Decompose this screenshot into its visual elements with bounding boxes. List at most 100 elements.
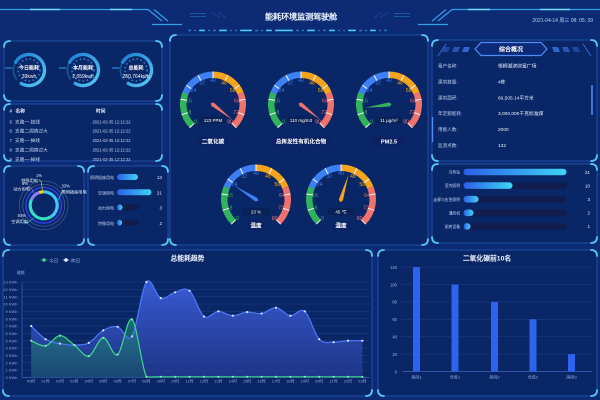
- svg-text:20时: 20时: [315, 377, 323, 383]
- svg-text:9 KWh: 9 KWh: [5, 309, 17, 314]
- svg-text:32: 32: [326, 174, 332, 180]
- svg-text:40: 40: [392, 335, 397, 340]
- svg-text:走廊与应急照明: 走廊与应急照明: [433, 197, 460, 202]
- svg-text:32: 32: [375, 81, 381, 87]
- svg-text:80: 80: [357, 216, 363, 222]
- svg-text:名称: 名称: [16, 108, 26, 115]
- svg-text:0: 0: [236, 216, 239, 222]
- svg-text:40: 40: [386, 78, 392, 84]
- svg-text:总能耗趋势: 总能耗趋势: [171, 254, 205, 263]
- svg-text:2021-04-14 周三 08: 05: 39: 2021-04-14 周三 08: 05: 39: [532, 18, 593, 24]
- svg-text:2021-02-35 12:12:22: 2021-02-35 12:12:22: [93, 119, 132, 124]
- svg-text:13 KWh: 13 KWh: [3, 280, 17, 285]
- svg-text:2021-02-35 12:12:22: 2021-02-35 12:12:22: [93, 148, 132, 153]
- svg-text:60: 60: [392, 317, 397, 322]
- svg-text:16: 16: [312, 193, 318, 199]
- svg-text:PM2.5: PM2.5: [381, 139, 397, 145]
- svg-text:8: 8: [10, 148, 13, 153]
- svg-text:11 μg/m³: 11 μg/m³: [380, 118, 398, 123]
- svg-text:260,764kwh: 260,764kwh: [123, 74, 150, 80]
- svg-text:3,000,000千克标准煤: 3,000,000千克标准煤: [498, 110, 544, 117]
- svg-text:07时: 07时: [128, 377, 136, 383]
- svg-text:4栋: 4栋: [498, 78, 506, 85]
- svg-text:1%: 1%: [36, 173, 42, 178]
- svg-text:24: 24: [190, 88, 196, 94]
- svg-text:支路一-掉线: 支路一-掉线: [15, 137, 40, 144]
- svg-text:72: 72: [363, 205, 369, 211]
- svg-text:5: 5: [10, 119, 13, 124]
- svg-text:仓库1: 仓库1: [450, 374, 461, 380]
- svg-text:72: 72: [321, 110, 327, 116]
- svg-text:3: 3: [587, 197, 590, 202]
- svg-text:48: 48: [221, 81, 227, 87]
- svg-text:房间3: 房间3: [566, 374, 577, 380]
- svg-text:总挥发性有机化合物: 总挥发性有机化合物: [276, 137, 327, 145]
- svg-text:33%: 33%: [62, 184, 71, 189]
- svg-text:14时: 14时: [229, 377, 237, 383]
- svg-text:支路一-掉线: 支路一-掉线: [15, 118, 40, 125]
- svg-text:24: 24: [232, 182, 238, 188]
- svg-text:48: 48: [350, 174, 356, 180]
- svg-text:通风机: 通风机: [449, 210, 461, 215]
- svg-text:120: 120: [390, 265, 398, 270]
- svg-text:48: 48: [397, 81, 403, 87]
- svg-text:时间: 时间: [96, 108, 106, 115]
- svg-text:1: 1: [587, 224, 590, 229]
- svg-text:66,505.14平方米: 66,505.14平方米: [498, 94, 534, 101]
- svg-text:0: 0: [321, 216, 324, 222]
- svg-text:1 KWh: 1 KWh: [5, 368, 17, 373]
- svg-text:56: 56: [318, 88, 324, 94]
- svg-text:24: 24: [317, 182, 323, 188]
- svg-text:80: 80: [227, 120, 233, 126]
- svg-text:空调用电: 空调用电: [98, 189, 114, 195]
- svg-text:04时: 04时: [85, 377, 93, 383]
- svg-text:13时: 13时: [214, 377, 222, 383]
- svg-text:39kwh: 39kwh: [22, 74, 37, 80]
- svg-text:3 KWh: 3 KWh: [5, 353, 17, 358]
- svg-text:今日: 今日: [49, 257, 58, 264]
- svg-text:24: 24: [278, 88, 284, 94]
- svg-text:6: 6: [10, 129, 13, 134]
- svg-text:10 KWh: 10 KWh: [3, 302, 17, 307]
- svg-text:100: 100: [390, 282, 398, 287]
- svg-text:80: 80: [272, 216, 278, 222]
- svg-text:16: 16: [362, 99, 368, 105]
- svg-text:40: 40: [210, 78, 216, 84]
- svg-text:昨日: 昨日: [71, 257, 80, 264]
- svg-text:7: 7: [10, 138, 13, 143]
- svg-text:32: 32: [287, 81, 293, 87]
- svg-text:64: 64: [364, 193, 370, 199]
- svg-text:年定额能耗:: 年定额能耗:: [438, 110, 462, 117]
- svg-text:17时: 17时: [272, 377, 280, 383]
- svg-text:8: 8: [276, 110, 279, 116]
- svg-text:特殊用电: 特殊用电: [98, 220, 114, 226]
- svg-text:13: 13: [157, 175, 163, 180]
- svg-text:8: 8: [230, 205, 233, 211]
- svg-text:12 KWh: 12 KWh: [3, 287, 17, 292]
- svg-text:7 KWh: 7 KWh: [5, 324, 17, 329]
- svg-text:支路二阈值过大: 支路二阈值过大: [15, 128, 48, 135]
- svg-text:64: 64: [279, 193, 285, 199]
- svg-text:54%: 54%: [18, 213, 27, 218]
- svg-text:2: 2: [159, 221, 162, 226]
- svg-text:冷热站: 冷热站: [449, 170, 461, 175]
- svg-text:18时: 18时: [286, 377, 294, 383]
- svg-text:建筑面积:: 建筑面积:: [438, 94, 458, 101]
- svg-text:综合概况: 综合概况: [499, 45, 523, 53]
- svg-text:56: 56: [230, 88, 236, 94]
- svg-text:16: 16: [186, 99, 192, 105]
- svg-text:室内照明: 室内照明: [445, 183, 460, 188]
- svg-text:16: 16: [274, 99, 280, 105]
- svg-text:8%: 8%: [22, 181, 28, 186]
- svg-text:132: 132: [498, 143, 506, 149]
- svg-text:10: 10: [585, 183, 591, 188]
- svg-text:6 KWh: 6 KWh: [5, 331, 17, 336]
- svg-text:监测点数:: 监测点数:: [438, 142, 458, 149]
- svg-text:21: 21: [157, 190, 163, 195]
- svg-text:80: 80: [392, 300, 397, 305]
- svg-text:12时: 12时: [200, 377, 208, 383]
- svg-text:16时: 16时: [257, 377, 265, 383]
- svg-text:08时: 08时: [142, 377, 150, 383]
- svg-text:5 KWh: 5 KWh: [5, 338, 17, 343]
- svg-text:06时: 06时: [113, 377, 121, 383]
